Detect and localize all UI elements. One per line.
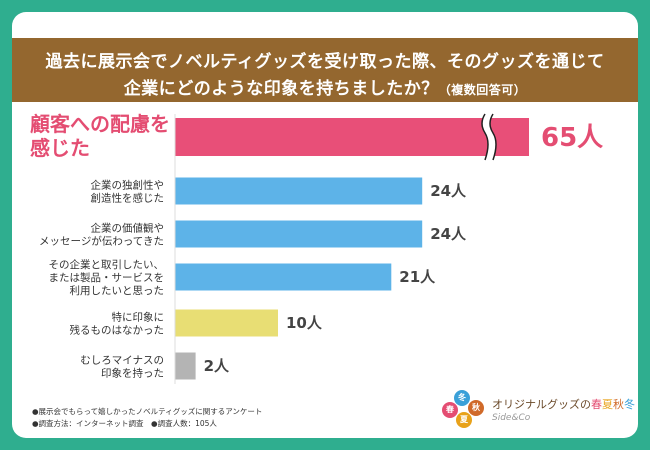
bar: [175, 352, 196, 380]
data-label: 65人: [541, 123, 603, 153]
survey-note-1: ●展示会でもらって嬉しかったノベルティグッズに関するアンケート: [32, 407, 263, 416]
category-label-line: メッセージが伝わってきた: [39, 235, 164, 248]
category-label: 特に印象に残るものはなかった: [70, 312, 165, 337]
bar: [175, 177, 423, 205]
category-label-line: 企業の価値観や: [91, 222, 165, 235]
bar: [175, 263, 392, 291]
bar: [175, 118, 529, 156]
data-label: 21人: [399, 268, 436, 286]
brand-logo: 冬 秋 春 夏 オリジナルグッズの春夏秋冬 Side&Co: [440, 384, 635, 434]
category-label-line: 感じた: [30, 136, 90, 160]
bar: [175, 220, 423, 248]
survey-notes: ●展示会でもらって嬉しかったノベルティグッズに関するアンケート ●調査方法：イン…: [32, 406, 262, 430]
logo-name: オリジナルグッズの春夏秋冬: [492, 398, 635, 411]
data-label: 24人: [430, 182, 467, 200]
category-label-line: 利用したいと思った: [70, 285, 165, 297]
logo-sub: Side&Co: [492, 413, 531, 423]
category-label-line: 印象を持った: [101, 367, 164, 380]
chart-title-sub: （複数回答可）: [438, 83, 527, 97]
category-label-line: その企業と取引したい、: [49, 258, 165, 271]
data-label: 24人: [430, 225, 467, 243]
chart-title-line1: 過去に展示会でノベルティグッズを受け取った際、そのグッズを通じて: [45, 52, 605, 72]
category-label: 企業の独創性や創造性を感じた: [91, 179, 165, 205]
category-label: その企業と取引したい、または製品・サービスを利用したいと思った: [49, 258, 165, 297]
category-label-line: 残るものはなかった: [70, 324, 165, 337]
logo-season-dot: 冬: [454, 390, 470, 406]
category-label: むしろマイナスの印象を持った: [80, 355, 164, 380]
chart-title-main: 企業にどのような印象を持ちましたか？: [123, 79, 439, 99]
survey-note-2: ●調査方法：インターネット調査 ●調査人数：105人: [32, 419, 217, 428]
axis-break-mark: [481, 113, 489, 161]
data-label: 2人: [204, 357, 230, 375]
chart-title-line2: 企業にどのような印象を持ちましたか？（複数回答可）: [12, 74, 638, 99]
category-label: 顧客への配慮を感じた: [30, 112, 170, 160]
category-label: 企業の価値観やメッセージが伝わってきた: [39, 222, 164, 248]
category-label-line: 特に印象に: [112, 312, 165, 324]
bar-chart: 65人顧客への配慮を感じた24人企業の独創性や創造性を感じた24人企業の価値観や…: [30, 112, 603, 384]
logo-season-dot: 夏: [456, 412, 472, 428]
axis-break-gap: [482, 112, 496, 162]
bar: [175, 309, 278, 337]
category-label-line: 創造性を感じた: [91, 192, 165, 205]
chart-card: 過去に展示会でノベルティグッズを受け取った際、そのグッズを通じて 企業にどのよう…: [12, 12, 638, 438]
logo-season-dot: 春: [442, 402, 458, 418]
category-label-line: または製品・サービスを: [49, 271, 165, 284]
category-label-line: 顧客への配慮を: [30, 112, 170, 136]
logo-season-dot: 秋: [468, 400, 484, 416]
title-band: 過去に展示会でノベルティグッズを受け取った際、そのグッズを通じて 企業にどのよう…: [12, 38, 638, 102]
category-label-line: 企業の独創性や: [91, 179, 165, 192]
category-label-line: むしろマイナスの: [80, 355, 164, 367]
axis-break-mark: [489, 113, 497, 161]
data-label: 10人: [286, 314, 323, 332]
